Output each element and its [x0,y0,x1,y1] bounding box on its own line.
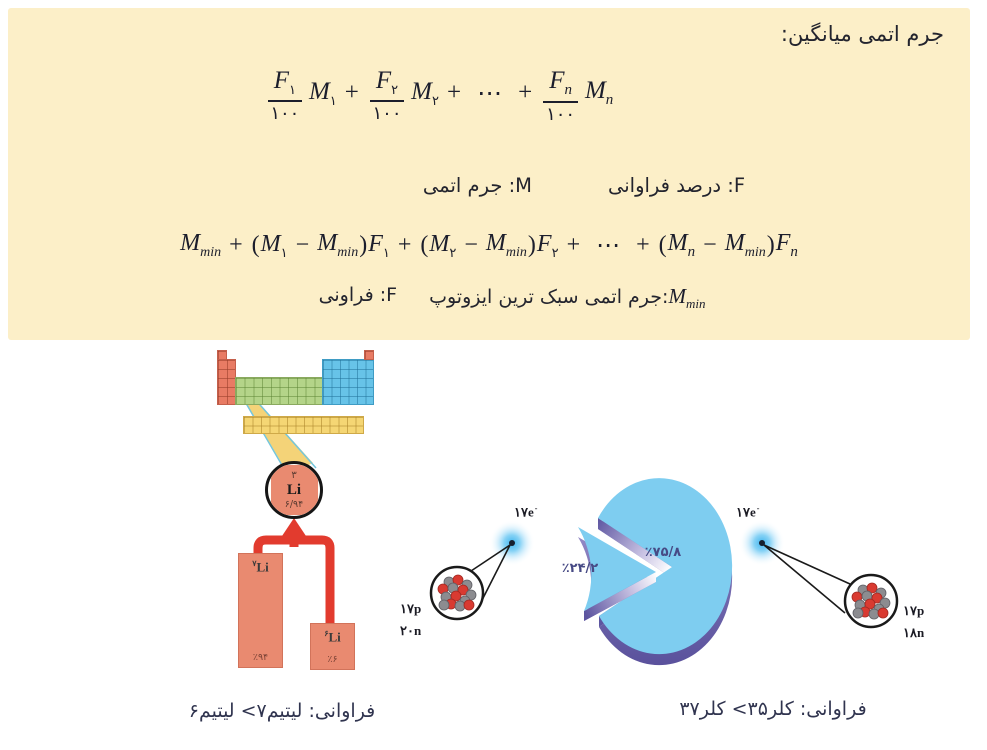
mean-atomic-mass-formula: F۱ ۱۰۰ M۱ + F۲ ۱۰۰ M۲ + ⋯ + Fn ۱۰۰ Mn [0,64,920,126]
cl35-nucleus-circle [843,573,899,629]
formula2-legend: Mmin:جرم اتمی سبک ترین ایزوتوپ F: فراونی [31,284,987,312]
fraction-term-2: F۲ ۱۰۰ [369,67,405,126]
atomic-number: ۳ [291,469,297,481]
li6-abundance-bar: ۶Li ٪۶ [310,623,355,670]
element-magnifier-circle: ۳ Li ۶/۹۴ [265,461,323,519]
lithium-element-card: ۳ Li ۶/۹۴ [270,465,318,515]
formula-box: جرم اتمی میانگین: F۱ ۱۰۰ M۱ + F۲ ۱۰۰ M۲ + … [8,8,970,340]
li6-label: ۶Li [324,629,341,645]
cl35-atom-illustration [739,520,899,629]
cl35-nucleon-counts: ۱۷p ۱۸n [903,600,925,644]
box-title: جرم اتمی میانگین: [780,22,944,46]
li7-percent: ٪۹۴ [252,652,269,663]
cl37-nucleus-circle [429,565,485,621]
d-block [235,377,323,405]
f-block [243,416,364,434]
p-block [322,359,374,405]
fraction-term-n: Fn ۱۰۰ [543,67,578,126]
pie-large-slice-label: ٪۷۵/۸ [644,545,682,560]
helium-cell [364,350,374,360]
cl37-neutrons: ۲۰n [400,623,423,638]
li7-abundance-bar: ۷Li ٪۹۴ [238,553,283,668]
cl37-atom-illustration [429,520,535,621]
legend-f: F: درصد فراوانی [607,174,746,197]
legend-m: M: جرم اتمی [422,174,532,197]
cl37-protons: ۱۷p [400,601,423,616]
pie-large-slice [598,478,733,655]
atomic-mass: ۶/۹۴ [284,498,304,510]
li6-percent: ٪۶ [327,654,338,665]
cl35-electron-count: ۱۷e- [736,504,761,520]
pie-small-slice-label: ٪۲۴/۲ [561,561,599,576]
cl37-electron-count: ۱۷e- [514,504,539,520]
cl35-protons: ۱۷p [903,603,926,618]
pie-depth [598,489,733,666]
chlorine-caption: فراوانی: کلر۳۵> کلر۳۷ [679,698,867,720]
formula1-legend: F: درصد فراوانی M: جرم اتمی [103,174,987,197]
element-symbol: Li [286,481,302,498]
periodic-table-minimap [217,350,377,440]
lithium-caption: فراوانی: لیتیم۷> لیتیم۶ [188,700,376,722]
mmin-formula: Mmin + (M۱ − Mmin) F۱ + (M۲ − Mmin) F۲ + ⋯… [180,230,798,261]
cl37-nucleon-counts: ۱۷p ۲۰n [400,598,422,642]
legend-f2: F: فراونی [318,284,398,306]
s-block [217,359,236,405]
legend-mmin: Mmin:جرم اتمی سبک ترین ایزوتوپ [429,284,706,312]
cl35-neutrons: ۱۸n [903,625,926,640]
fraction-term-1: F۱ ۱۰۰ [267,67,302,126]
li7-label: ۷Li [252,559,269,575]
